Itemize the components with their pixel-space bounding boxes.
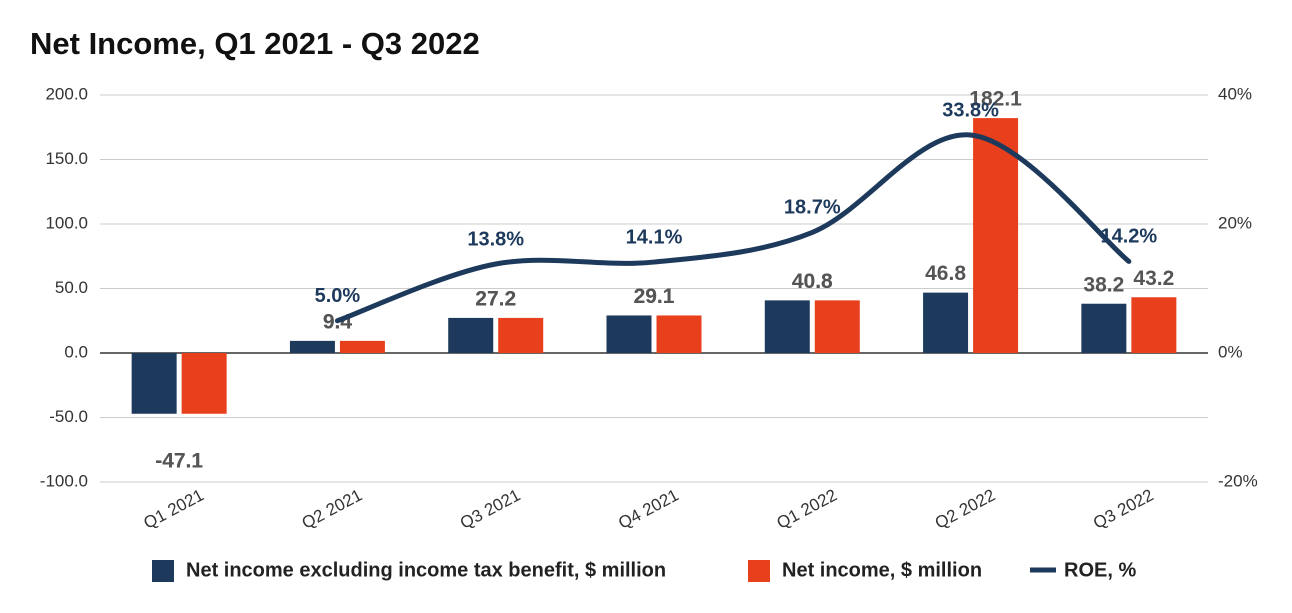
y2-tick-label: 0% <box>1218 342 1243 361</box>
legend-label: ROE, % <box>1064 559 1136 581</box>
y2-tick-label: 20% <box>1218 213 1252 232</box>
line-label: 13.8% <box>467 228 524 250</box>
bar <box>339 340 385 353</box>
line-label: 18.7% <box>784 197 841 219</box>
data-label: -47.1 <box>155 449 203 472</box>
data-label: 29.1 <box>634 285 675 308</box>
data-label: 46.8 <box>925 262 966 285</box>
line-label: 33.8% <box>942 99 999 121</box>
bar <box>498 317 544 353</box>
x-tick-label: Q1 2022 <box>774 485 841 532</box>
data-label: 40.8 <box>792 270 833 293</box>
data-label: 29.1 <box>634 285 675 308</box>
x-tick-label: Q4 2021 <box>615 485 682 532</box>
legend-label: Net income excluding income tax benefit,… <box>186 559 666 581</box>
line-label: 14.2% <box>1100 226 1157 248</box>
chart-title: Net Income, Q1 2021 - Q3 2022 <box>30 26 480 61</box>
x-tick-label: Q3 2022 <box>1090 485 1157 532</box>
data-label: 38.2 <box>1083 273 1124 296</box>
y-tick-label: 100.0 <box>45 213 88 232</box>
y-tick-label: -50.0 <box>49 407 88 426</box>
legend-swatch <box>748 560 770 582</box>
line <box>334 132 1132 324</box>
x-tick-label: Q2 2022 <box>932 485 999 532</box>
data-label: -47.1 <box>155 449 203 472</box>
data-label: 27.2 <box>475 287 516 310</box>
bar <box>973 118 1019 353</box>
bar <box>606 315 652 353</box>
bar <box>814 300 860 353</box>
bar <box>289 340 335 353</box>
data-label: 27.2 <box>475 287 516 310</box>
y-tick-label: 200.0 <box>45 84 88 103</box>
line-label: 5.0% <box>315 285 361 307</box>
y2-tick-label: 40% <box>1218 84 1252 103</box>
x-tick-label: Q3 2021 <box>457 485 524 532</box>
bar <box>448 317 494 353</box>
data-label: 40.8 <box>792 270 833 293</box>
bar <box>1131 297 1177 353</box>
data-label: 43.2 <box>1133 267 1174 290</box>
y-tick-label: 50.0 <box>55 278 88 297</box>
data-label: 182.1 <box>969 88 1022 111</box>
y-tick-label: 150.0 <box>45 149 88 168</box>
bar <box>923 292 969 353</box>
y-tick-label: -100.0 <box>40 471 88 490</box>
bar <box>1081 303 1127 353</box>
line-label: 14.1% <box>626 226 683 248</box>
x-tick-label: Q2 2021 <box>299 485 366 532</box>
bar <box>656 315 702 353</box>
legend-swatch <box>152 560 174 582</box>
legend-label: Net income, $ million <box>782 559 982 581</box>
x-tick-label: Q1 2021 <box>140 485 207 532</box>
bar <box>131 353 177 414</box>
bar <box>764 300 810 353</box>
bar <box>181 353 227 414</box>
y2-tick-label: -20% <box>1218 471 1258 490</box>
y-tick-label: 0.0 <box>64 342 88 361</box>
